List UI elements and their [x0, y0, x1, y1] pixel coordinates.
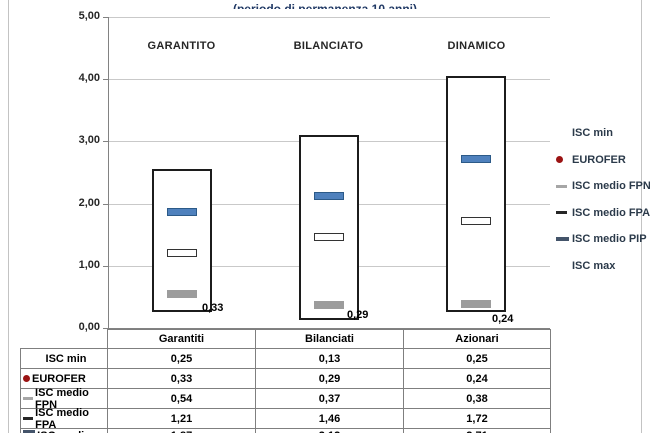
table-row-label-isc-medio-fpa: ISC medio FPA [20, 407, 108, 431]
red-dot-icon [556, 156, 570, 164]
legend: ISC min EUROFER ISC medio FPN ISC medio … [556, 120, 650, 279]
range-bar-garantito [152, 169, 212, 312]
axis-tick [103, 328, 108, 329]
y-axis-tick-label: 0,00 [78, 321, 100, 333]
legend-item-eurofer: EUROFER [556, 147, 650, 174]
table-cell: 0,54 [107, 388, 256, 409]
table-cell: 1,72 [403, 408, 551, 429]
chart-title: (periodo di permanenza 10 anni) [80, 0, 570, 9]
axis-tick [103, 266, 108, 267]
red-dot-icon [23, 375, 30, 382]
axis-tick [103, 17, 108, 18]
isc-medio-fpa-marker [167, 249, 197, 257]
chart-border-right [641, 0, 642, 433]
axis-tick [103, 141, 108, 142]
axis-tick [103, 79, 108, 80]
chart-border-left [8, 0, 9, 433]
isc-medio-pip-marker [314, 192, 344, 200]
table-cell: 2,12 [255, 428, 404, 433]
chart-title-text: (periodo di permanenza 10 anni) [232, 2, 418, 9]
table-cell: 0,33 [107, 368, 256, 389]
category-label-dinamico: DINAMICO [447, 40, 506, 52]
gridline [108, 79, 550, 80]
table-cell: 1,21 [107, 408, 256, 429]
category-label-bilanciato: BILANCIATO [293, 40, 364, 52]
isc-medio-fpn-marker [461, 300, 491, 308]
range-bar-bilanciato [299, 135, 359, 320]
isc-medio-fpa-marker [314, 233, 344, 241]
table-header-azionari: Azionari [403, 329, 551, 349]
x-axis-line [108, 328, 550, 329]
legend-item-isc-medio-fpa: ISC medio FPA [556, 200, 650, 227]
table-cell: 1,46 [255, 408, 404, 429]
range-bar-dinamico [446, 76, 506, 312]
y-axis-tick-label: 2,00 [78, 197, 100, 209]
black-dash-icon [556, 211, 570, 215]
isc-medio-fpn-marker [314, 301, 344, 309]
table-row-label-isc-medio-pip: ISC medio PIP [20, 428, 108, 433]
eurofer-data-label: 0,29 [347, 309, 369, 321]
eurofer-data-label: 0,24 [492, 313, 514, 325]
legend-item-isc-medio-pip: ISC medio PIP [556, 226, 650, 253]
table-cell: 0,38 [403, 388, 551, 409]
y-axis-tick-label: 5,00 [78, 10, 100, 22]
blue-dash-icon [23, 430, 36, 433]
category-label-garantito: GARANTITO [147, 40, 216, 52]
table-row-label-isc-min: ISC min [20, 348, 108, 369]
gray-dash-icon [556, 184, 570, 188]
legend-item-isc-medio-fpn: ISC medio FPN [556, 173, 650, 200]
y-axis-tick-label: 1,00 [78, 259, 100, 271]
table-cell: 2,71 [403, 428, 551, 433]
legend-item-isc-min: ISC min [572, 127, 613, 140]
table-header-garantiti: Garantiti [107, 329, 256, 349]
black-dash-icon [23, 417, 34, 420]
table-cell: 0,25 [107, 348, 256, 369]
isc-medio-pip-marker [167, 208, 197, 216]
isc-medio-fpn-marker [167, 290, 197, 298]
table-cell: 0,29 [255, 368, 404, 389]
isc-medio-fpa-marker [461, 217, 491, 225]
table-cell: 0,25 [403, 348, 551, 369]
table-header-bilanciati: Bilanciati [255, 329, 404, 349]
y-axis-tick-label: 4,00 [78, 72, 100, 84]
gridline [108, 17, 550, 18]
table-cell: 0,37 [255, 388, 404, 409]
axis-tick [103, 204, 108, 205]
y-axis-tick-label: 3,00 [78, 134, 100, 146]
blue-dash-icon [556, 237, 570, 242]
table-row-label-isc-medio-fpn: ISC medio FPN [20, 387, 108, 411]
gray-dash-icon [23, 397, 34, 400]
table-cell: 0,13 [255, 348, 404, 369]
y-axis-line [108, 17, 109, 328]
table-row-label-eurofer: EUROFER [20, 368, 108, 389]
eurofer-data-label: 0,33 [202, 302, 224, 314]
table-cell: 1,87 [107, 428, 256, 433]
legend-item-isc-max: ISC max [572, 259, 616, 272]
isc-medio-pip-marker [461, 155, 491, 163]
table-cell: 0,24 [403, 368, 551, 389]
